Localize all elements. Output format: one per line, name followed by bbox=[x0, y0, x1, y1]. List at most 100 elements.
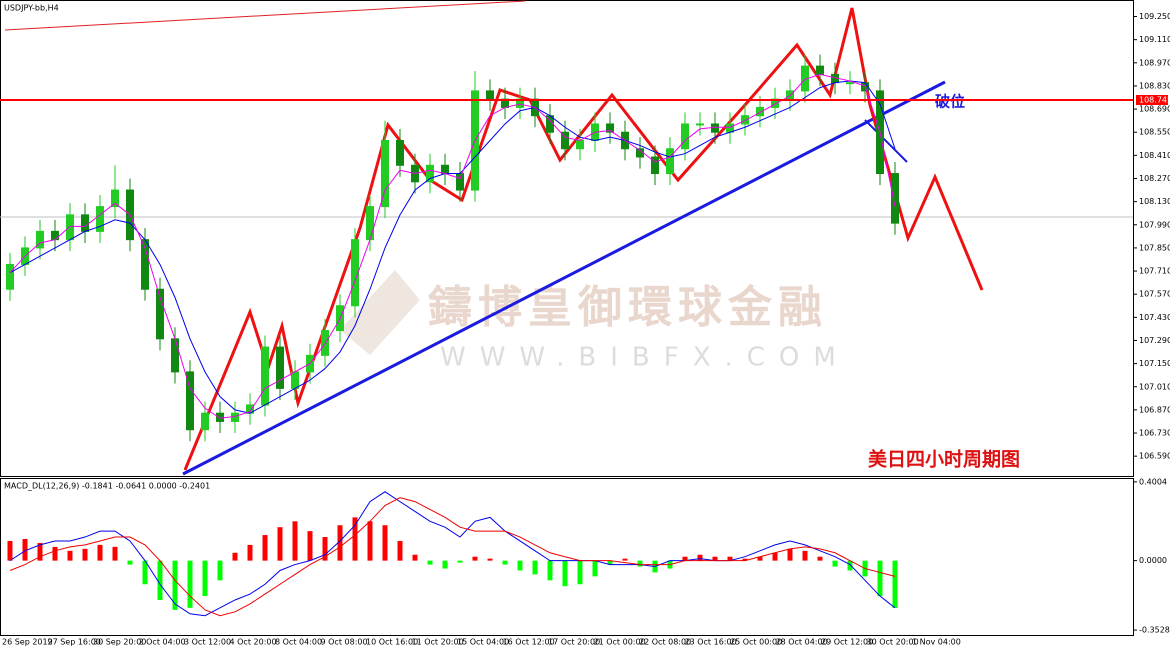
x-tick-label: 23 Oct 16:00 bbox=[685, 638, 737, 647]
macd-bar bbox=[67, 550, 73, 561]
candle-body bbox=[786, 90, 794, 100]
macd-bar bbox=[757, 556, 763, 561]
break-label: 破位 bbox=[935, 93, 965, 111]
candle-body bbox=[426, 164, 434, 183]
y-tick-label: 107.990 bbox=[1139, 220, 1170, 229]
macd-bar bbox=[622, 558, 628, 561]
macd-bar bbox=[427, 560, 433, 565]
macd-bar bbox=[277, 527, 283, 561]
candle-body bbox=[696, 123, 704, 126]
candle-body bbox=[216, 412, 224, 422]
y-tick-label: 108.690 bbox=[1139, 105, 1170, 114]
x-tick-label: 11 Oct 20:00 bbox=[412, 638, 464, 647]
macd-bar bbox=[262, 535, 268, 561]
macd-bar bbox=[742, 558, 748, 561]
watermark-url: WWW.BIBFX.COM bbox=[440, 343, 850, 373]
macd-bar bbox=[37, 542, 43, 561]
macd-bar bbox=[892, 560, 898, 608]
x-tick-label: 22 Oct 08:00 bbox=[639, 638, 691, 647]
macd-bar bbox=[22, 538, 28, 561]
candle-body bbox=[231, 412, 239, 422]
candle-body bbox=[681, 123, 689, 150]
candle-body bbox=[396, 139, 404, 166]
level-tag bbox=[1136, 94, 1168, 105]
moving-average bbox=[9, 73, 896, 419]
y-tick-label: 107.850 bbox=[1139, 243, 1170, 252]
chart-title: USDJPY-bb,H4 bbox=[4, 4, 59, 13]
macd-bar bbox=[397, 540, 403, 561]
candle-body bbox=[441, 164, 449, 175]
candle-body bbox=[846, 82, 854, 85]
macd-bar bbox=[712, 556, 718, 561]
x-tick-label: 2 Oct 04:00 bbox=[139, 638, 186, 647]
y-tick-label: 108.270 bbox=[1139, 174, 1170, 183]
macd-bar bbox=[832, 560, 838, 567]
candle-body bbox=[711, 123, 719, 133]
macd-bar bbox=[187, 560, 193, 608]
macd-bar bbox=[382, 525, 388, 561]
candle-body bbox=[186, 371, 194, 431]
macd-bar bbox=[787, 548, 793, 561]
macd-bar bbox=[607, 560, 613, 565]
watermark: 鑄博皇御環球金融 bbox=[428, 282, 828, 333]
macd-bar bbox=[247, 544, 253, 561]
macd-bar bbox=[877, 560, 883, 597]
macd-bar bbox=[817, 556, 823, 561]
y-tick-label: 108.130 bbox=[1139, 197, 1170, 206]
macd-bar bbox=[127, 560, 133, 565]
x-tick-label: 17 Oct 20:00 bbox=[548, 638, 600, 647]
macd-bar bbox=[697, 554, 703, 561]
y-tick-label: 107.150 bbox=[1139, 359, 1170, 368]
y-tick-label: 106.730 bbox=[1139, 429, 1170, 438]
macd-bar bbox=[112, 546, 118, 561]
macd-bar bbox=[772, 552, 778, 561]
x-tick-label: 27 Sep 16:00 bbox=[48, 638, 101, 647]
candle-body bbox=[561, 131, 569, 150]
macd-bar bbox=[322, 537, 328, 561]
y-tick-label: 108.550 bbox=[1139, 128, 1170, 137]
macd-title: MACD_DL(12,26,9) -0.1841 -0.0641 0.0000 … bbox=[4, 482, 210, 491]
macd-bar bbox=[847, 560, 853, 571]
candle-body bbox=[171, 338, 179, 373]
macd-bar bbox=[202, 560, 208, 597]
macd-bar bbox=[802, 550, 808, 561]
macd-line bbox=[9, 497, 896, 617]
macd-bar bbox=[502, 560, 508, 565]
candle-body bbox=[741, 115, 749, 125]
candle-body bbox=[366, 206, 374, 241]
macd-bar bbox=[487, 558, 493, 561]
macd-bar bbox=[82, 548, 88, 561]
macd-bar bbox=[517, 560, 523, 571]
candle-body bbox=[666, 148, 674, 175]
y-tick-label: 108.410 bbox=[1139, 151, 1170, 160]
x-tick-label: 16 Oct 12:00 bbox=[503, 638, 555, 647]
y-tick-label: 108.970 bbox=[1139, 58, 1170, 67]
macd-bar bbox=[367, 521, 373, 561]
y-tick-label: 107.010 bbox=[1139, 382, 1170, 391]
candle-body bbox=[276, 346, 284, 389]
macd-bar bbox=[217, 560, 223, 581]
candle-body bbox=[576, 139, 584, 150]
macd-bar bbox=[577, 560, 583, 585]
trend-line-short bbox=[864, 119, 908, 163]
candle-body bbox=[81, 214, 89, 232]
candle-body bbox=[51, 230, 59, 241]
candle-body bbox=[6, 263, 14, 290]
macd-bar bbox=[547, 560, 553, 581]
candle-body bbox=[96, 206, 104, 232]
y-tick-label: 0.0000 bbox=[1139, 556, 1167, 565]
y-tick-label: 107.290 bbox=[1139, 336, 1170, 345]
macd-bar bbox=[52, 546, 58, 561]
y-tick-label: 107.570 bbox=[1139, 290, 1170, 299]
y-tick-label: 0.4004 bbox=[1139, 477, 1167, 486]
candle-body bbox=[351, 239, 359, 307]
candle-body bbox=[111, 189, 119, 208]
y-tick-label: 107.710 bbox=[1139, 267, 1170, 276]
y-tick-label: 109.110 bbox=[1139, 35, 1170, 44]
candle-body bbox=[456, 173, 464, 191]
macd-bar bbox=[592, 560, 598, 577]
macd-bar bbox=[682, 556, 688, 561]
trend-line bbox=[182, 80, 946, 476]
moving-average bbox=[9, 80, 896, 414]
